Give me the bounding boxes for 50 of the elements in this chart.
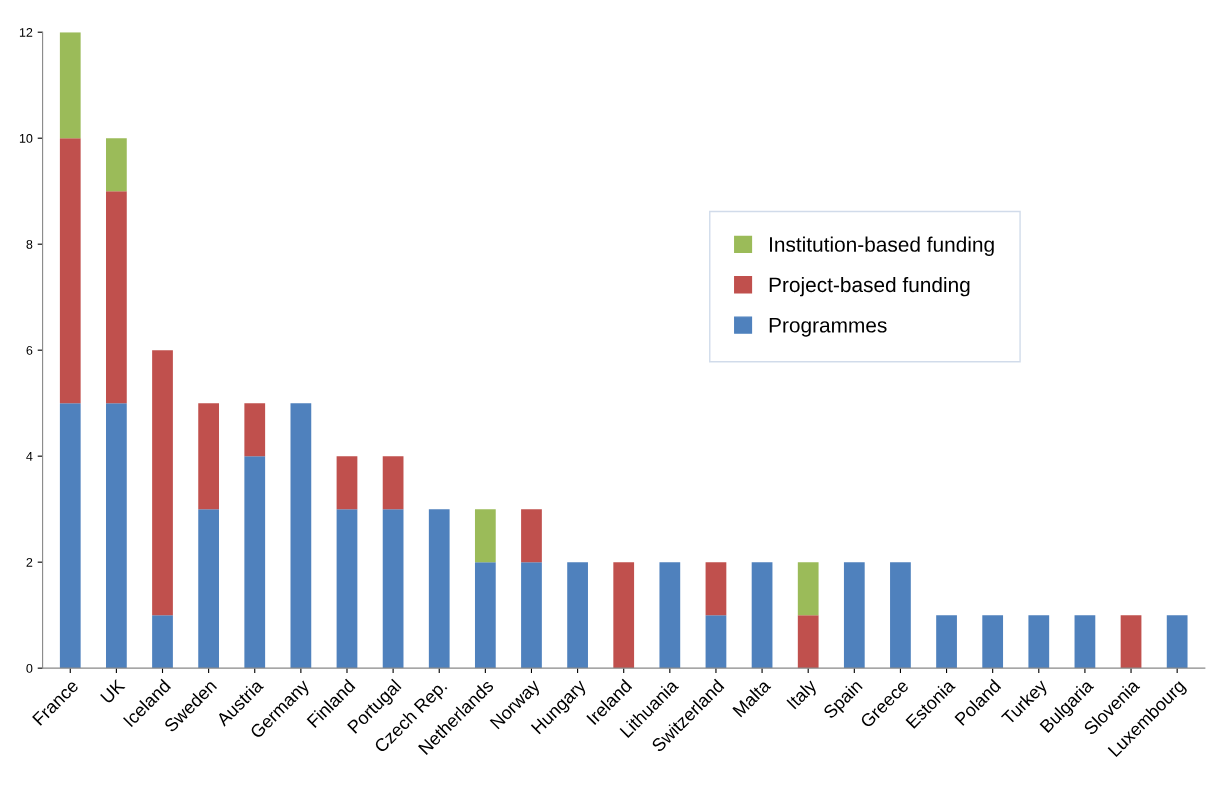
y-tick-label: 12	[19, 28, 33, 37]
bar	[336, 509, 358, 669]
bar	[244, 456, 266, 669]
bar	[152, 615, 173, 669]
y-tick-label: 6	[26, 345, 33, 355]
bar	[797, 615, 819, 669]
bar	[474, 562, 496, 669]
bar	[382, 509, 404, 669]
legend-label: Programmes	[769, 318, 887, 337]
bar	[382, 456, 404, 510]
bar	[1120, 615, 1142, 669]
bar	[936, 615, 957, 669]
bar	[59, 403, 81, 669]
bar	[843, 562, 865, 669]
bar	[567, 562, 588, 669]
bar	[705, 562, 727, 616]
y-tick-label: 8	[26, 239, 33, 249]
y-tick-label: 0	[26, 663, 33, 673]
bar	[705, 615, 727, 669]
bar	[1028, 615, 1050, 669]
x-tick-label: UK	[100, 678, 126, 704]
bar	[613, 562, 635, 669]
y-tick-label: 2	[26, 557, 33, 567]
bar	[106, 403, 127, 669]
bar	[198, 509, 220, 669]
bar	[106, 191, 127, 404]
bar	[336, 456, 358, 510]
bar	[152, 350, 173, 616]
bar	[428, 509, 450, 669]
bar	[244, 403, 266, 457]
bar	[474, 509, 496, 563]
y-tick-label: 10	[19, 133, 33, 143]
bar	[521, 509, 542, 563]
bar	[982, 615, 1004, 669]
bar	[106, 138, 127, 192]
bar	[890, 562, 911, 669]
bar	[59, 32, 81, 139]
bar	[59, 138, 81, 404]
bar	[751, 562, 773, 669]
legend-label: Institution-based funding	[770, 236, 994, 256]
bar	[198, 403, 220, 510]
legend-label: Project-based funding	[769, 276, 970, 297]
bar	[290, 403, 312, 669]
bar	[1166, 615, 1188, 669]
y-tick-label: 4	[26, 452, 33, 461]
bar	[1074, 615, 1096, 669]
bar	[659, 562, 681, 669]
x-tick-label: Italy	[785, 677, 821, 713]
bar	[521, 562, 542, 669]
bar	[797, 562, 819, 616]
